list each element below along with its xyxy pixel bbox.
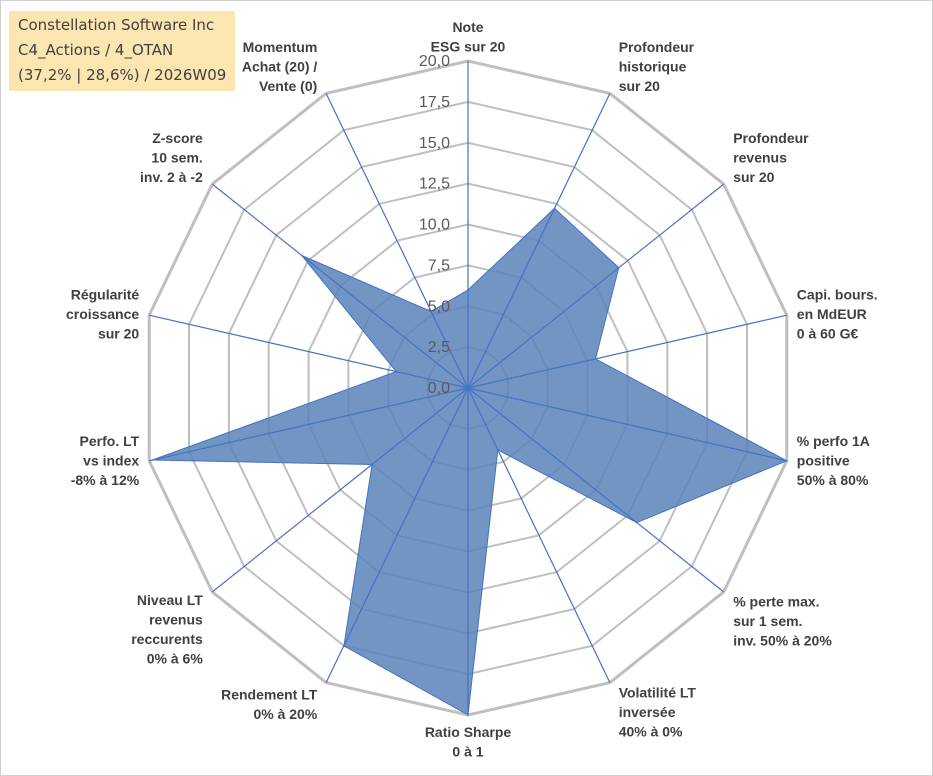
category-labels: Note ESG sur 20 Profondeur historique sur 20… <box>66 19 878 760</box>
axis-spoke <box>149 387 469 462</box>
axis-spoke <box>467 183 725 389</box>
series-area <box>152 207 788 716</box>
axis-label: Ratio Sharpe 0 à 1 <box>425 724 512 760</box>
chart-title-box: Constellation Software Inc C4_Actions / … <box>9 11 235 91</box>
axis-label: Profondeur revenus sur 20 <box>733 130 809 185</box>
axis-spoke <box>325 387 469 683</box>
axis-spoke <box>467 387 725 593</box>
tick-label: 2,5 <box>428 339 450 356</box>
tick-label: 15,0 <box>419 135 450 152</box>
axis-label: Rendement LT 0% à 20% <box>221 686 318 722</box>
radar-spokes <box>149 61 787 715</box>
axis-label: % perfo 1A positive 50% à 80% <box>797 433 870 488</box>
axis-label: Profondeur historique sur 20 <box>619 39 695 94</box>
tick-label: 17,5 <box>419 94 450 111</box>
axis-spoke <box>467 93 611 389</box>
radial-tick-labels: 0,0 2,5 5,0 7,5 10,0 12,5 15,0 17,5 20,0 <box>419 53 450 397</box>
axis-label: Momentum Achat (20) / Vente (0) <box>242 39 318 94</box>
axis-label: Niveau LT revenus reccurents 0% à 6% <box>131 592 203 667</box>
axis-spoke <box>325 93 469 389</box>
tick-label: 0,0 <box>428 380 450 397</box>
title-line-category: C4_Actions / 4_OTAN <box>18 41 174 59</box>
axis-spoke <box>467 387 611 683</box>
tick-label: 12,5 <box>419 176 450 193</box>
axis-label: Régularité croissance sur 20 <box>66 287 139 342</box>
axis-spoke <box>211 387 469 593</box>
axis-label: Z-score 10 sem. inv. 2 à -2 <box>140 130 203 185</box>
axis-spoke <box>467 387 787 462</box>
tick-label: 5,0 <box>428 298 450 315</box>
axis-label: Volatilité LT inversée 40% à 0% <box>619 685 697 740</box>
axis-label: Note ESG sur 20 <box>431 19 506 55</box>
axis-label: Capi. bours. en MdEUR 0 à 60 G€ <box>797 287 878 342</box>
title-line-company: Constellation Software Inc <box>18 16 215 34</box>
title-line-stats: (37,2% | 28,6%) / 2026W09 <box>18 66 227 84</box>
axis-label: % perte max. sur 1 sem. inv. 50% à 20% <box>733 593 832 648</box>
tick-label: 20,0 <box>419 53 450 70</box>
axis-spoke <box>211 183 469 389</box>
tick-label: 7,5 <box>428 257 450 274</box>
axis-label: Perfo. LT vs index -8% à 12% <box>71 433 140 488</box>
axis-spoke <box>467 314 787 389</box>
radar-series <box>151 207 788 716</box>
tick-label: 10,0 <box>419 217 450 234</box>
axis-spoke <box>149 314 469 389</box>
